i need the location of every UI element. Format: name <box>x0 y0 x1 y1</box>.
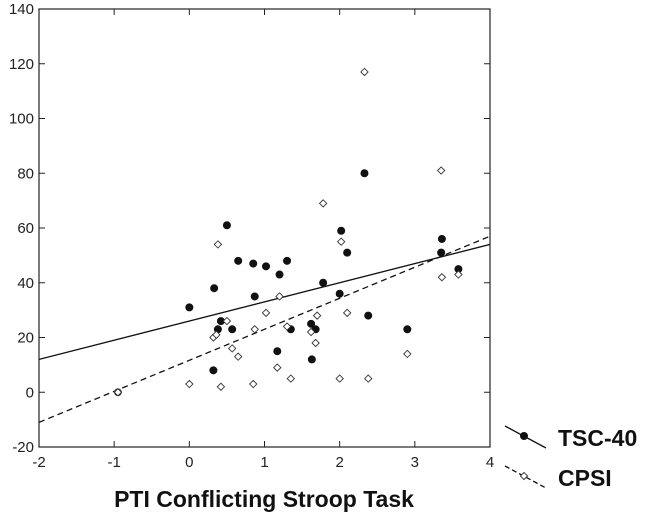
y-tick-label: -20 <box>12 439 34 456</box>
x-tick-label: 0 <box>185 454 193 471</box>
x-tick-label: 4 <box>486 454 494 471</box>
point-cpsi <box>222 316 232 326</box>
legend: TSC-40 CPSI <box>504 425 637 491</box>
point-tsc-40 <box>209 366 218 375</box>
point-tsc-40 <box>234 256 243 265</box>
point-cpsi <box>342 308 352 318</box>
point-cpsi <box>113 388 123 397</box>
point-tsc-40 <box>403 325 412 334</box>
y-tick-label: 140 <box>9 1 34 18</box>
point-cpsi <box>437 273 447 282</box>
axis-ticks: -2 -1 0 1 2 3 4 -20 0 20 40 60 80 100 120 140 <box>9 1 494 471</box>
trend-line-tsc-40 <box>39 243 490 361</box>
data-points <box>113 67 463 397</box>
point-cpsi <box>248 379 258 389</box>
point-tsc-40 <box>283 256 292 265</box>
plot-frame-layer <box>38 8 491 448</box>
point-cpsi <box>282 322 292 331</box>
point-tsc-40 <box>337 226 346 235</box>
x-tick-label: -1 <box>107 454 120 471</box>
legend-marker-cpsi <box>519 471 529 481</box>
y-tick-label: 80 <box>17 165 34 182</box>
x-axis-title: PTI Conflicting Stroop Task <box>114 486 414 512</box>
point-tsc-40 <box>262 262 271 271</box>
x-tick-label: 3 <box>411 454 419 471</box>
point-cpsi <box>261 308 271 318</box>
point-cpsi <box>233 352 243 361</box>
x-tick-label: -2 <box>32 454 45 471</box>
point-cpsi <box>318 199 328 208</box>
point-cpsi <box>286 374 296 383</box>
point-cpsi <box>360 67 369 77</box>
point-cpsi <box>275 292 284 301</box>
point-cpsi <box>185 379 194 389</box>
point-tsc-40 <box>250 292 259 301</box>
legend-label-tsc-40: TSC-40 <box>558 425 637 451</box>
y-tick-label: 0 <box>26 384 34 401</box>
y-tick-label: 100 <box>9 111 34 128</box>
point-cpsi <box>436 166 446 175</box>
point-cpsi <box>227 344 237 353</box>
legend-marker-tsc-40 <box>520 431 529 440</box>
point-cpsi <box>311 338 320 348</box>
point-tsc-40 <box>319 278 328 287</box>
plot-frame <box>38 8 491 448</box>
point-cpsi <box>454 270 463 279</box>
y-tick-label: 20 <box>17 330 34 347</box>
point-tsc-40 <box>228 325 237 334</box>
point-cpsi <box>335 374 344 383</box>
point-cpsi <box>403 349 412 359</box>
point-tsc-40 <box>307 319 316 328</box>
y-tick-label: 60 <box>17 220 34 237</box>
point-tsc-40 <box>273 347 282 356</box>
point-tsc-40 <box>185 303 194 312</box>
point-tsc-40 <box>343 248 352 257</box>
point-tsc-40 <box>364 311 373 320</box>
point-cpsi <box>273 363 282 372</box>
point-cpsi <box>213 240 223 249</box>
point-tsc-40 <box>307 355 316 364</box>
point-tsc-40 <box>249 259 258 268</box>
point-cpsi <box>250 325 259 334</box>
x-tick-label: 1 <box>260 454 268 471</box>
point-cpsi <box>306 327 316 337</box>
point-tsc-40 <box>437 248 446 257</box>
point-cpsi <box>312 311 322 320</box>
point-tsc-40 <box>360 169 369 178</box>
point-tsc-40 <box>222 221 231 230</box>
point-tsc-40 <box>275 270 284 279</box>
point-cpsi <box>216 382 226 392</box>
point-tsc-40 <box>335 289 344 298</box>
point-tsc-40 <box>210 284 219 293</box>
y-tick-label: 120 <box>9 56 34 73</box>
legend-label-cpsi: CPSI <box>558 465 612 491</box>
y-tick-label: 40 <box>17 275 34 292</box>
point-cpsi <box>336 237 346 246</box>
point-tsc-40 <box>437 234 446 243</box>
x-tick-label: 2 <box>335 454 343 471</box>
point-cpsi <box>212 330 221 339</box>
point-cpsi <box>363 374 373 383</box>
